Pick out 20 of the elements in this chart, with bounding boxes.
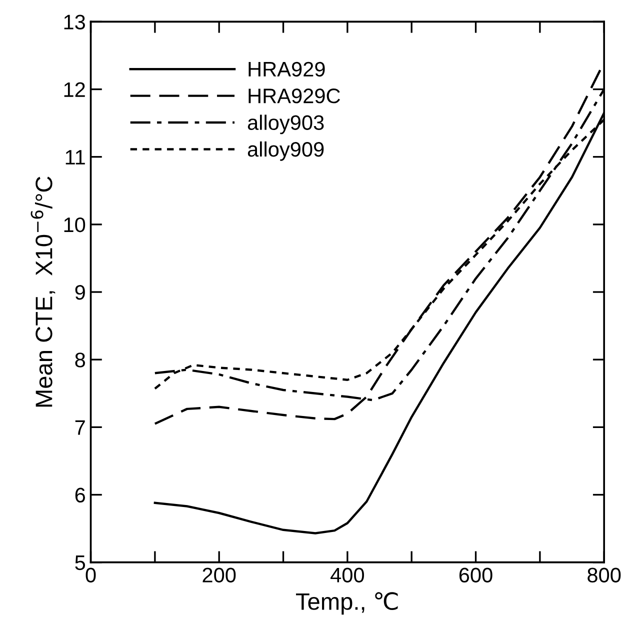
x-tick-label: 200 — [202, 568, 236, 583]
x-tick-label: 400 — [330, 568, 364, 583]
y-tick-label: 11 — [66, 150, 85, 164]
legend-label: alloy903 — [248, 114, 324, 134]
y-tick-label: 6 — [75, 488, 85, 503]
y-tick-label: 13 — [64, 14, 85, 30]
y-tick-label: 7 — [75, 420, 85, 435]
y-tick-label: 5 — [75, 556, 86, 570]
legend-label: HRA929C — [248, 88, 340, 104]
y-axis-title: Mean CTE, X10$^{−6}$/°C — [30, 176, 56, 407]
x-axis-title: Temp., ℃ — [296, 592, 398, 615]
x-tick-label: 600 — [459, 568, 492, 583]
y-tick-label: 9 — [75, 285, 85, 300]
legend-label: HRA929 — [248, 62, 325, 77]
x-tick-label: 800 — [588, 568, 621, 583]
y-tick-label: 10 — [64, 217, 86, 232]
y-tick-label: 12 — [64, 82, 85, 97]
y-tick-label: 8 — [75, 352, 86, 368]
legend-label: alloy909 — [248, 141, 324, 161]
x-tick-label: 0 — [86, 568, 96, 583]
